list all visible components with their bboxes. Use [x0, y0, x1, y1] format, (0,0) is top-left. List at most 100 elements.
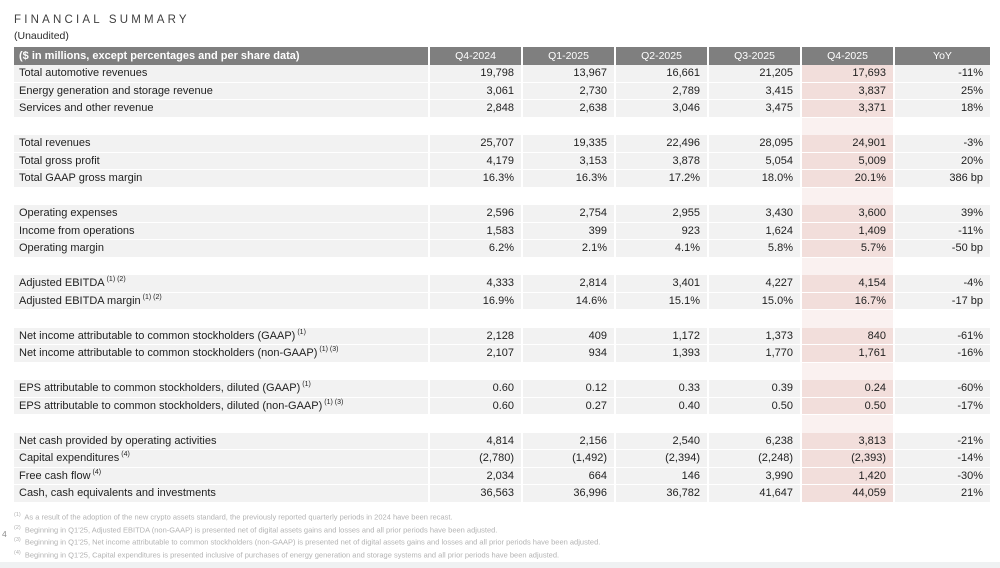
- gap-cell: [802, 257, 895, 275]
- row-label: Total revenues: [14, 135, 430, 153]
- cell-value: 1,770: [709, 345, 802, 363]
- row-label: EPS attributable to common stockholders,…: [14, 380, 430, 398]
- table-gap-row: [14, 310, 990, 328]
- cell-value: 3,046: [616, 100, 709, 118]
- cell-value: 6.2%: [430, 240, 523, 258]
- row-label: Income from operations: [14, 222, 430, 240]
- table-row: Income from operations 1,583 399 923 1,624 1,…: [14, 222, 990, 240]
- cell-value: 0.50: [709, 397, 802, 415]
- gap-cell: [709, 415, 802, 433]
- cell-value: 17.2%: [616, 170, 709, 188]
- cell-value: 0.27: [523, 397, 616, 415]
- gap-cell: [430, 415, 523, 433]
- cell-value: -50 bp: [895, 240, 990, 258]
- gap-cell: [895, 188, 990, 206]
- cell-value: 3,990: [709, 467, 802, 485]
- table-row: Net income attributable to common stockh…: [14, 345, 990, 363]
- cell-value: 1,761: [802, 345, 895, 363]
- cell-value: 0.24: [802, 380, 895, 398]
- gap-cell: [14, 257, 430, 275]
- gap-cell: [616, 310, 709, 328]
- column-header-q4-2025: Q4-2025: [802, 47, 895, 65]
- gap-cell: [523, 415, 616, 433]
- gap-cell: [14, 415, 430, 433]
- gap-cell: [523, 362, 616, 380]
- gap-cell: [709, 187, 802, 205]
- row-label: Energy generation and storage revenue: [14, 82, 430, 100]
- cell-value: 18.0%: [709, 170, 802, 188]
- cell-value: 21%: [895, 485, 990, 503]
- gap-cell: [14, 187, 430, 205]
- footnote-marker: (1): [14, 512, 21, 518]
- cell-value: -61%: [895, 327, 990, 345]
- footnote-marker: (2): [14, 524, 21, 531]
- footnote-marker: (1) (3): [324, 398, 344, 406]
- cell-value: 2,540: [616, 432, 709, 450]
- bottom-edge-band: [0, 562, 1000, 568]
- cell-value: 25%: [895, 82, 990, 100]
- cell-value: 13,967: [523, 65, 616, 83]
- page-number: 4: [2, 529, 7, 539]
- cell-value: -17%: [895, 397, 990, 415]
- cell-value: 2,754: [523, 205, 616, 223]
- table-row: Cash, cash equivalents and investments 36…: [14, 485, 990, 503]
- cell-value: (2,248): [709, 450, 802, 468]
- row-label: Adjusted EBITDA (1) (2): [14, 275, 430, 293]
- cell-value: 17,693: [802, 65, 895, 83]
- financial-table: ($ in millions, except percentages and p…: [14, 47, 990, 503]
- cell-value: 3,401: [616, 275, 709, 293]
- cell-value: 3,371: [802, 100, 895, 118]
- cell-value: 2,596: [430, 205, 523, 223]
- cell-value: -3%: [895, 135, 990, 153]
- cell-value: 386 bp: [895, 170, 990, 188]
- cell-value: 2.1%: [523, 240, 616, 258]
- table-row: Net cash provided by operating activitie…: [14, 432, 990, 450]
- column-header-q1-2025: Q1-2025: [523, 47, 616, 65]
- cell-value: 22,496: [616, 135, 709, 153]
- gap-cell: [616, 117, 709, 135]
- row-label: Net cash provided by operating activitie…: [14, 432, 430, 450]
- gap-cell: [430, 310, 523, 328]
- cell-value: 3,837: [802, 82, 895, 100]
- gap-cell: [709, 310, 802, 328]
- cell-value: 146: [616, 467, 709, 485]
- gap-cell: [523, 117, 616, 135]
- gap-cell: [895, 363, 990, 381]
- page-subtitle: (Unaudited): [14, 30, 69, 42]
- cell-value: 39%: [895, 205, 990, 223]
- cell-value: 3,061: [430, 82, 523, 100]
- gap-cell: [802, 362, 895, 380]
- gap-cell: [895, 258, 990, 276]
- cell-value: 16.3%: [523, 170, 616, 188]
- cell-value: -30%: [895, 467, 990, 485]
- cell-value: 5,009: [802, 152, 895, 170]
- cell-value: 3,430: [709, 205, 802, 223]
- table-row: Adjusted EBITDA margin (1) (2) 16.9% 14.6% 1…: [14, 292, 990, 310]
- cell-value: 21,205: [709, 65, 802, 83]
- gap-cell: [895, 415, 990, 433]
- column-header-q2-2025: Q2-2025: [616, 47, 709, 65]
- gap-cell: [616, 187, 709, 205]
- footnote-marker: (1): [302, 381, 311, 389]
- footnote-marker: (1) (3): [319, 346, 339, 354]
- table-row: Total revenues 25,707 19,335 22,496 28,095 24…: [14, 135, 990, 153]
- cell-value: 3,153: [523, 152, 616, 170]
- footnote-marker: (1) (2): [106, 276, 126, 284]
- cell-value: (2,394): [616, 450, 709, 468]
- cell-value: 0.60: [430, 380, 523, 398]
- row-label: Net income attributable to common stockh…: [14, 327, 430, 345]
- cell-value: 2,156: [523, 432, 616, 450]
- cell-value: 15.1%: [616, 292, 709, 310]
- footnote-marker: (4): [121, 451, 130, 459]
- cell-value: 4,179: [430, 152, 523, 170]
- cell-value: 3,813: [802, 432, 895, 450]
- gap-cell: [523, 257, 616, 275]
- table-gap-row: [14, 117, 990, 135]
- cell-value: 3,475: [709, 100, 802, 118]
- cell-value: 44,059: [802, 485, 895, 503]
- table-row: Services and other revenue 2,848 2,638 3,04…: [14, 100, 990, 118]
- gap-cell: [802, 310, 895, 328]
- cell-value: 20%: [895, 152, 990, 170]
- cell-value: 2,789: [616, 82, 709, 100]
